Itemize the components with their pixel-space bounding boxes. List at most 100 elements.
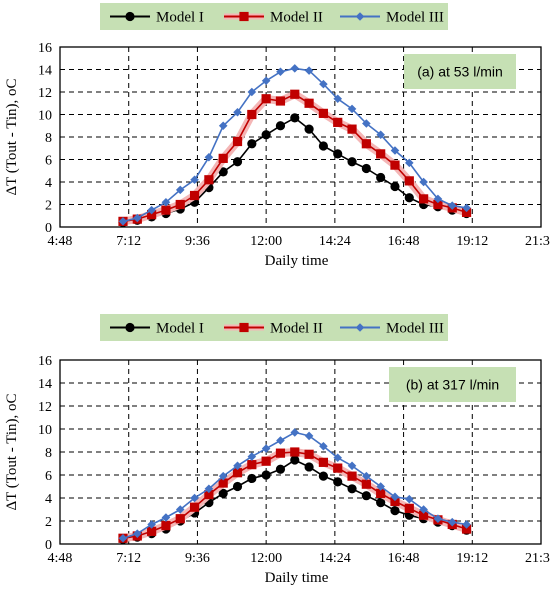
- annotation-background: [404, 54, 516, 89]
- x-axis-label: Daily time: [265, 570, 329, 586]
- data-point: [118, 533, 128, 543]
- y-tick-label: 10: [38, 109, 52, 124]
- data-point: [147, 526, 157, 536]
- annotation: (a) at 53 l/min: [404, 54, 516, 89]
- data-point: [161, 521, 171, 531]
- data-point: [361, 139, 371, 149]
- x-tick-label: 14:24: [319, 551, 351, 566]
- data-point: [118, 217, 128, 226]
- x-tick-label: 16:48: [388, 551, 420, 566]
- data-point: [232, 157, 243, 167]
- data-point: [319, 79, 328, 89]
- data-point: [290, 455, 300, 465]
- data-point: [376, 130, 385, 140]
- x-tick-label: 7:12: [116, 551, 141, 566]
- data-point: [304, 449, 314, 459]
- series-model-ii: [118, 447, 472, 543]
- data-point: [204, 152, 214, 162]
- data-point: [304, 98, 314, 108]
- data-point: [161, 513, 171, 522]
- data-point: [275, 448, 286, 458]
- data-point: [290, 447, 300, 457]
- data-point: [204, 175, 214, 185]
- legend-entry: Model I: [110, 321, 204, 337]
- data-point: [233, 107, 242, 117]
- data-point: [304, 66, 314, 75]
- legend-marker: [355, 12, 365, 21]
- data-point: [261, 456, 271, 466]
- data-point: [247, 109, 257, 120]
- chart-panel-b: Model I Model II Model III 0 2 4 6 8 10 12 14 16 4:4…: [4, 314, 550, 586]
- data-point: [247, 460, 257, 470]
- data-point: [447, 201, 457, 210]
- data-point: [433, 194, 443, 204]
- data-point: [419, 194, 429, 204]
- data-point: [304, 431, 314, 441]
- data-point: [261, 130, 271, 140]
- data-point: [304, 462, 314, 472]
- y-tick-label: 8: [45, 446, 52, 461]
- data-point: [347, 471, 357, 481]
- data-point: [447, 517, 457, 527]
- data-point: [333, 117, 343, 127]
- data-point: [204, 484, 214, 494]
- series-line-glow: [122, 448, 468, 543]
- series-model-i: [118, 455, 472, 545]
- legend-label: Model II: [270, 321, 323, 337]
- series-line: [122, 459, 467, 541]
- data-point: [161, 205, 171, 215]
- data-point: [290, 113, 300, 123]
- x-tick-label: 9:36: [185, 234, 210, 249]
- data-point: [376, 498, 386, 508]
- data-point: [218, 167, 228, 177]
- data-point: [218, 488, 228, 498]
- data-point: [318, 141, 329, 151]
- data-point: [361, 163, 371, 174]
- data-point: [290, 64, 300, 73]
- x-tick-label: 7:12: [116, 234, 141, 249]
- legend-entry: Model II: [224, 10, 323, 26]
- data-point: [347, 104, 357, 114]
- legend-marker: [125, 322, 135, 333]
- series-model-iii: [118, 64, 471, 226]
- data-point: [161, 197, 171, 207]
- y-tick-label: 16: [38, 354, 52, 369]
- legend: Model I Model II Model III: [100, 3, 448, 30]
- data-point: [390, 506, 400, 516]
- x-tick-label: 21:36: [525, 551, 550, 566]
- data-point: [404, 158, 414, 168]
- y-tick-label: 6: [45, 154, 52, 169]
- data-point: [290, 89, 300, 99]
- data-point: [419, 177, 428, 187]
- y-tick-label: 12: [38, 400, 52, 415]
- data-point: [261, 94, 271, 104]
- x-tick-label: 19:12: [456, 551, 488, 566]
- legend-label: Model III: [386, 10, 444, 26]
- y-tick-label: 2: [45, 199, 52, 214]
- y-tick-label: 12: [38, 86, 52, 101]
- legend-label: Model I: [156, 10, 204, 26]
- data-point: [433, 514, 443, 523]
- data-point: [290, 428, 300, 437]
- x-tick-label: 9:36: [185, 551, 210, 566]
- y-tick-label: 0: [45, 221, 52, 236]
- x-tick-label: 14:24: [319, 234, 351, 249]
- x-tick-label: 19:12: [456, 234, 488, 249]
- legend-entry: Model I: [110, 10, 204, 26]
- data-point: [190, 175, 199, 185]
- data-point: [247, 139, 257, 149]
- data-point: [347, 124, 357, 134]
- annotation-label: (b) at 317 l/min: [406, 377, 499, 393]
- data-point: [189, 502, 200, 512]
- data-point: [275, 464, 286, 474]
- x-tick-label: 21:36: [525, 234, 550, 249]
- data-point: [190, 493, 199, 503]
- y-tick-label: 4: [45, 492, 52, 507]
- legend-background: [100, 314, 448, 341]
- data-point: [333, 94, 343, 104]
- data-point: [404, 176, 414, 186]
- data-point: [218, 478, 228, 488]
- legend-label: Model II: [270, 10, 323, 26]
- data-point: [232, 481, 243, 492]
- data-point: [347, 461, 357, 471]
